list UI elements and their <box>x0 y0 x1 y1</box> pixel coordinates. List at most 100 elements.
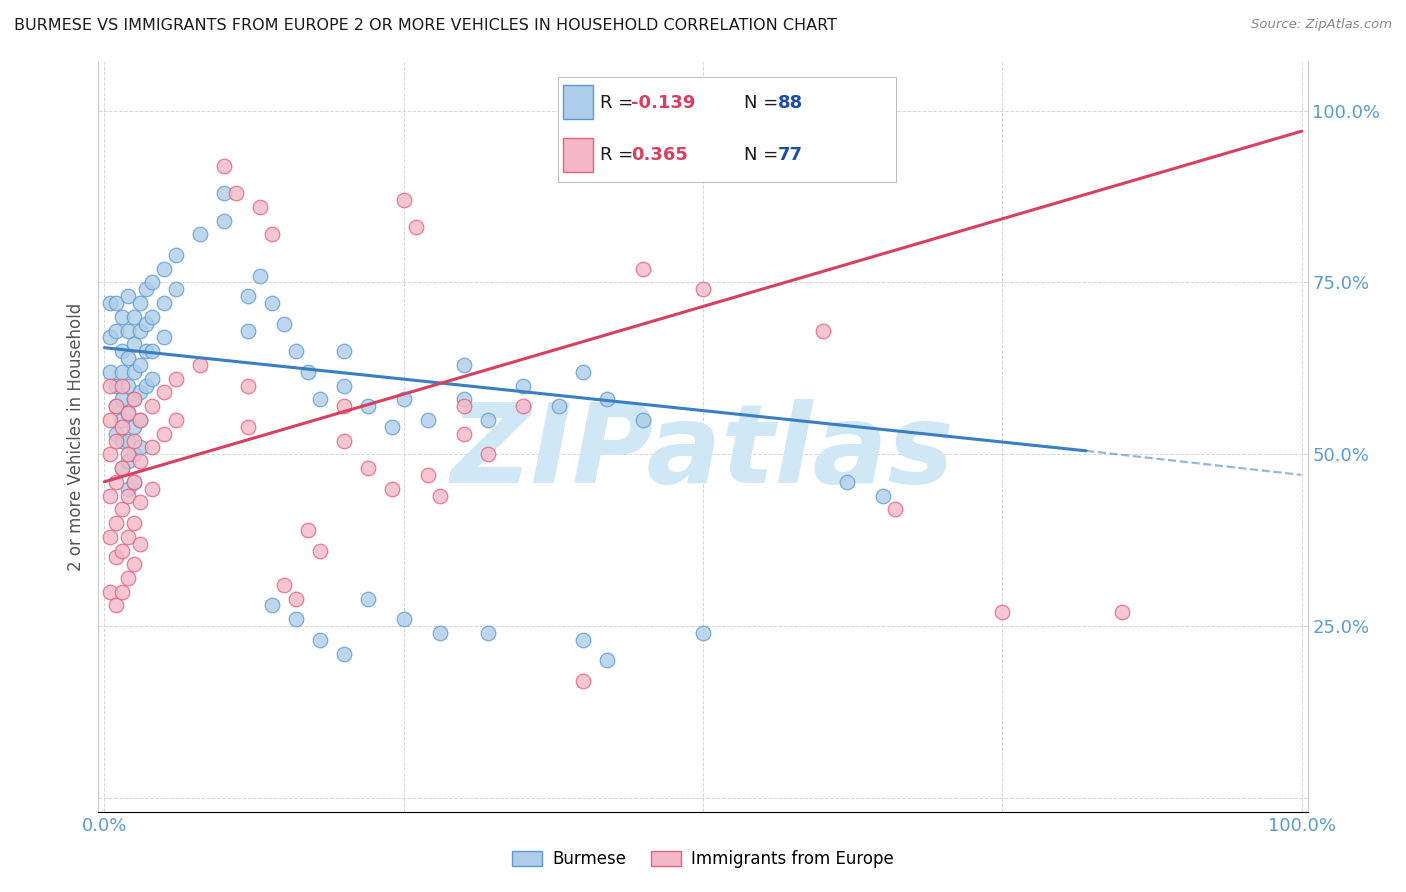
Point <box>124 434 146 448</box>
Point <box>141 276 163 290</box>
Point <box>111 434 134 448</box>
Point <box>117 530 139 544</box>
Point <box>309 632 332 647</box>
Point <box>141 399 163 413</box>
Point <box>692 626 714 640</box>
Point <box>124 475 146 489</box>
Point <box>165 413 187 427</box>
Point <box>117 571 139 585</box>
Point <box>129 454 152 468</box>
Text: ZIPatlas: ZIPatlas <box>451 399 955 506</box>
Point <box>477 626 499 640</box>
Point <box>105 434 128 448</box>
Point <box>333 344 356 359</box>
Point <box>124 447 146 461</box>
Point <box>124 365 146 379</box>
Point <box>141 441 163 455</box>
Point <box>135 378 157 392</box>
Point <box>105 599 128 613</box>
Point <box>596 392 619 407</box>
Point <box>117 351 139 365</box>
Point <box>453 399 475 413</box>
Point <box>100 447 122 461</box>
Point <box>100 365 122 379</box>
Point <box>105 516 128 530</box>
Point <box>129 441 152 455</box>
Point <box>117 447 139 461</box>
Point <box>284 612 307 626</box>
Point <box>124 337 146 351</box>
Point <box>835 475 858 489</box>
Point <box>111 502 134 516</box>
Y-axis label: 2 or more Vehicles in Household: 2 or more Vehicles in Household <box>67 303 86 571</box>
Point <box>100 330 122 344</box>
Point <box>105 475 128 489</box>
Point <box>117 434 139 448</box>
Point <box>872 489 894 503</box>
Point <box>124 392 146 407</box>
Point <box>124 558 146 572</box>
Point <box>100 413 122 427</box>
Point <box>453 392 475 407</box>
Point <box>883 502 905 516</box>
Point <box>129 385 152 400</box>
Point <box>357 591 380 606</box>
Point <box>188 227 211 242</box>
Point <box>141 482 163 496</box>
Point <box>692 282 714 296</box>
Point <box>188 358 211 372</box>
Point <box>105 399 128 413</box>
Point <box>392 612 415 626</box>
Point <box>111 584 134 599</box>
Point <box>111 392 134 407</box>
Point <box>1111 606 1133 620</box>
Point <box>129 536 152 550</box>
Point <box>100 489 122 503</box>
Point <box>105 378 128 392</box>
Point <box>991 606 1014 620</box>
Point <box>105 399 128 413</box>
Point <box>111 378 134 392</box>
Point <box>129 296 152 310</box>
Point <box>117 489 139 503</box>
Point <box>124 419 146 434</box>
Point <box>273 317 295 331</box>
Point <box>153 261 176 276</box>
Point <box>249 268 271 283</box>
Point <box>297 365 319 379</box>
Point <box>416 413 439 427</box>
Legend: Burmese, Immigrants from Europe: Burmese, Immigrants from Europe <box>506 844 900 875</box>
Point <box>129 495 152 509</box>
Point <box>129 358 152 372</box>
Point <box>105 296 128 310</box>
Point <box>260 296 283 310</box>
Point <box>111 413 134 427</box>
Point <box>153 385 176 400</box>
Point <box>117 289 139 303</box>
Point <box>297 523 319 537</box>
Point <box>236 378 259 392</box>
Point <box>596 653 619 667</box>
Point <box>309 543 332 558</box>
Point <box>225 186 247 200</box>
Point <box>811 324 834 338</box>
Point <box>392 193 415 207</box>
Point <box>135 282 157 296</box>
Point <box>124 475 146 489</box>
Point <box>249 200 271 214</box>
Point <box>477 447 499 461</box>
Point <box>392 392 415 407</box>
Point <box>117 454 139 468</box>
Point <box>236 289 259 303</box>
Text: BURMESE VS IMMIGRANTS FROM EUROPE 2 OR MORE VEHICLES IN HOUSEHOLD CORRELATION CH: BURMESE VS IMMIGRANTS FROM EUROPE 2 OR M… <box>14 18 837 33</box>
Point <box>429 489 451 503</box>
Point <box>111 461 134 475</box>
Point <box>165 248 187 262</box>
Point <box>381 419 404 434</box>
Point <box>333 434 356 448</box>
Point <box>512 378 534 392</box>
Point <box>135 344 157 359</box>
Point <box>260 599 283 613</box>
Point <box>405 220 427 235</box>
Point <box>453 426 475 441</box>
